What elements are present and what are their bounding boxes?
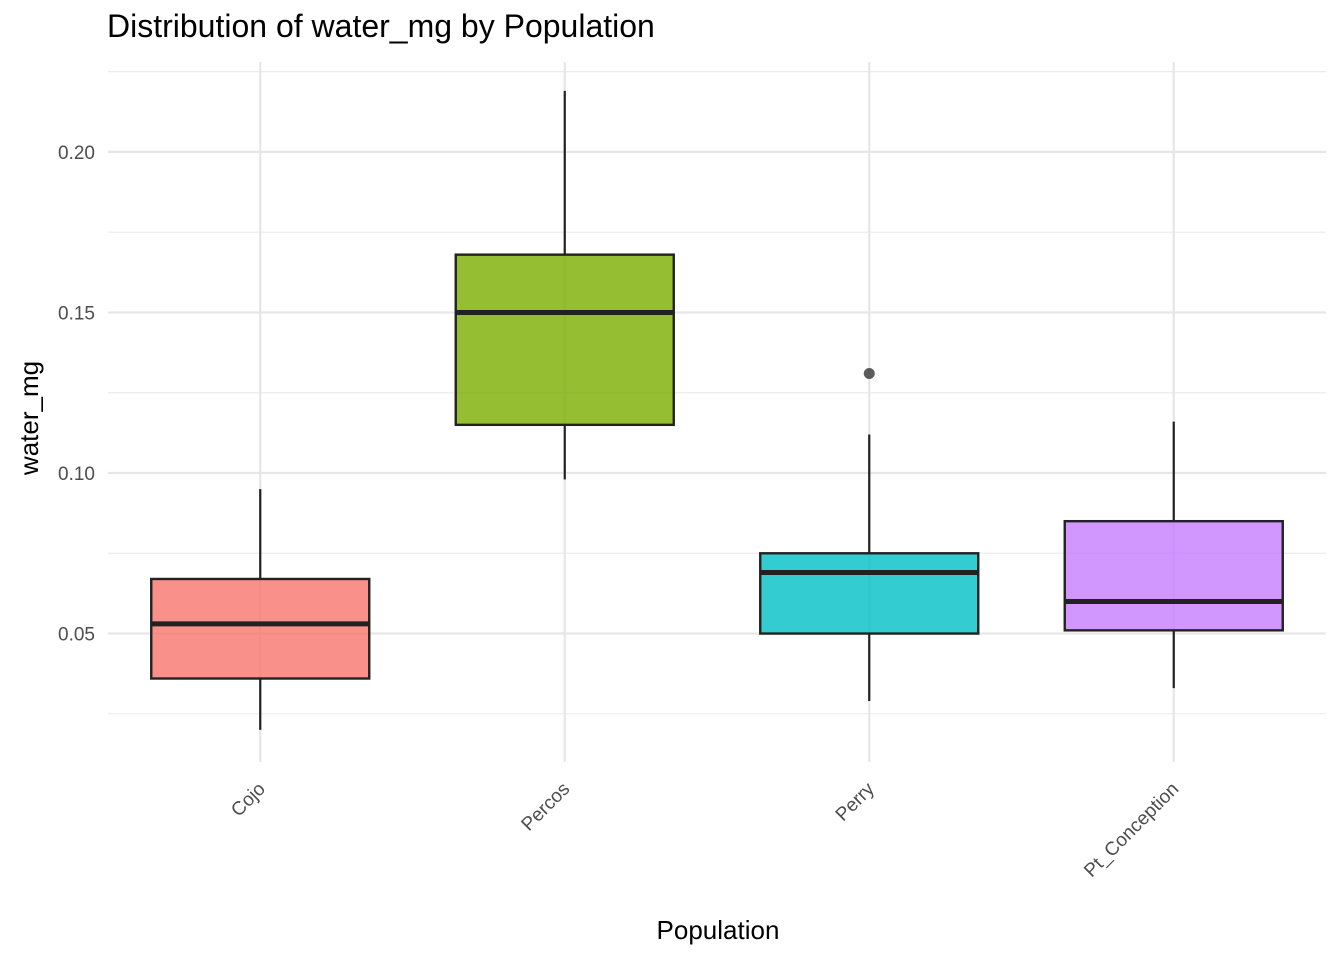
y-tick-label: 0.15 [58,303,95,324]
y-tick-label: 0.20 [58,143,95,164]
y-tick-label: 0.05 [58,625,95,646]
x-tick-label: Percos [518,779,575,836]
box-cojo [150,489,371,730]
boxes-layer [150,90,1284,730]
box-perry [759,367,980,701]
box-percos [454,90,675,480]
y-axis-title: water_mg [14,361,44,476]
x-tick-label: Pt_Conception [1080,779,1183,882]
x-tick-label: Perry [832,778,879,825]
box-iqr [759,552,980,635]
box-iqr [454,253,675,427]
box-iqr [1063,519,1284,632]
box-iqr [150,577,371,680]
x-tick-labels: Cojo Percos Perry Pt_Conception [227,778,1183,881]
box-pt-conception [1063,421,1284,689]
chart-title: Distribution of water_mg by Population [107,8,655,44]
y-tick-labels: 0.05 0.10 0.15 0.20 [58,143,95,646]
x-tick-label: Cojo [227,779,269,821]
x-axis-title: Population [657,915,780,945]
y-tick-label: 0.10 [58,464,95,485]
outlier-point [863,367,875,379]
